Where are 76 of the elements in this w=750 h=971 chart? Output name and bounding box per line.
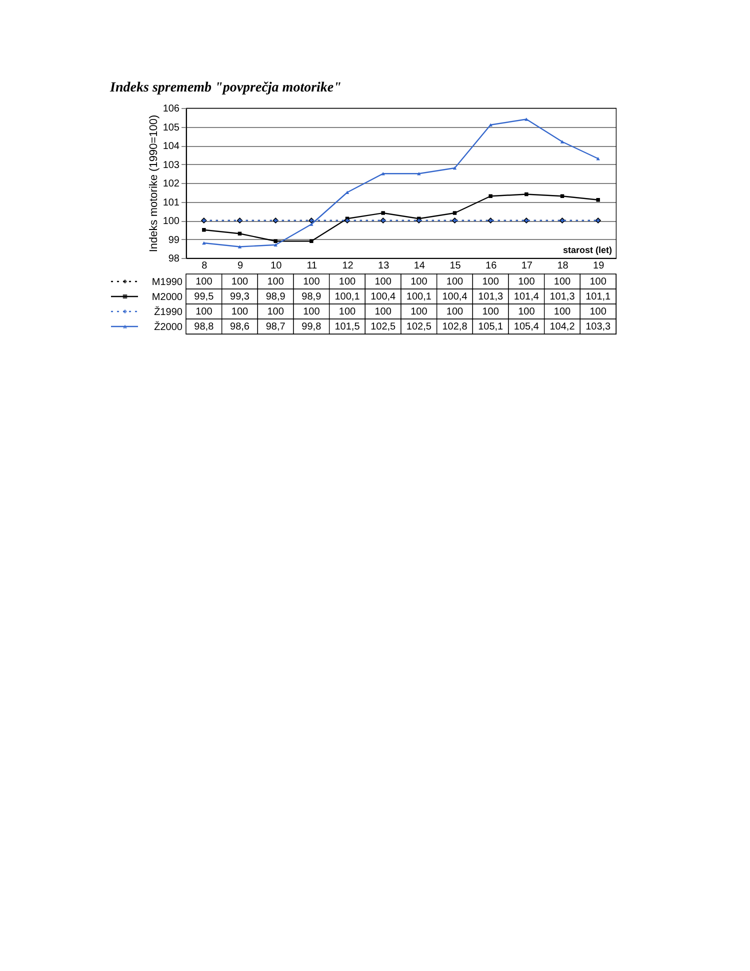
chart-title: Indeks sprememb "povprečja motorike" xyxy=(109,80,342,96)
data-label: 100 xyxy=(482,276,500,288)
data-label: 103,3 xyxy=(586,322,612,332)
data-label: 100 xyxy=(303,276,320,288)
x-tick-label: 18 xyxy=(557,260,569,272)
data-label: 99,3 xyxy=(230,292,250,302)
x-tick-label: 14 xyxy=(414,260,426,272)
data-label: 100 xyxy=(196,276,213,288)
data-label: 101,4 xyxy=(514,292,540,302)
data-label: 105,4 xyxy=(514,322,540,332)
data-label: 101,1 xyxy=(586,292,612,302)
x-tick-label: 19 xyxy=(593,260,605,272)
x-tick-label: 12 xyxy=(342,260,354,272)
data-label: 105,1 xyxy=(478,322,504,332)
x-tick-label: 8 xyxy=(202,260,208,272)
data-label: 100 xyxy=(374,276,392,288)
data-label: 100 xyxy=(267,306,284,318)
data-label: 100 xyxy=(410,306,428,318)
data-label: 100 xyxy=(554,306,572,318)
y-tick-label: 105 xyxy=(162,122,180,134)
x-tick-label: 16 xyxy=(486,260,498,272)
data-label: 101,5 xyxy=(334,322,360,332)
data-label: 98,6 xyxy=(230,322,250,332)
data-label: 100 xyxy=(446,306,464,318)
data-label: 100,4 xyxy=(370,292,396,302)
x-tick-label: 17 xyxy=(521,260,533,272)
data-label: 100 xyxy=(303,306,320,318)
data-label: 100 xyxy=(446,276,464,288)
y-axis-title: Indeks motorike (1990=100) xyxy=(148,114,160,252)
data-label: 100 xyxy=(196,306,213,318)
legend-label: Ž1990 xyxy=(154,306,183,318)
data-label: 100 xyxy=(482,306,500,318)
y-tick-label: 100 xyxy=(162,216,180,227)
data-label: 100 xyxy=(267,276,284,288)
data-label: 100,4 xyxy=(442,292,468,302)
y-tick-label: 104 xyxy=(162,141,180,152)
legend-label: M2000 xyxy=(152,292,183,303)
y-tick-label: 98 xyxy=(168,254,180,264)
data-label: 98,9 xyxy=(302,292,322,302)
x-axis-title: starost (let) xyxy=(562,245,612,255)
data-label: 102,5 xyxy=(370,322,396,332)
y-tick-label: 101 xyxy=(162,197,180,208)
data-label: 102,8 xyxy=(442,322,468,332)
legend-label: Ž2000 xyxy=(154,321,183,333)
data-label: 100,1 xyxy=(406,292,432,302)
data-label: 100,1 xyxy=(334,292,360,302)
y-tick-label: 106 xyxy=(162,104,180,114)
data-label: 100 xyxy=(374,306,392,318)
data-label: 100 xyxy=(338,276,356,288)
x-tick-label: 9 xyxy=(237,260,244,272)
data-label: 100 xyxy=(590,306,607,318)
data-label: 100 xyxy=(518,306,536,318)
data-label: 100 xyxy=(231,276,249,288)
data-label: 104,2 xyxy=(550,322,576,332)
y-tick-label: 102 xyxy=(162,178,180,190)
data-label: 100 xyxy=(231,306,249,318)
x-tick-label: 11 xyxy=(306,260,318,272)
data-label: 100 xyxy=(590,276,607,288)
data-label: 102,5 xyxy=(406,322,432,332)
y-tick-label: 99 xyxy=(168,234,180,246)
data-label: 100 xyxy=(518,276,536,288)
data-label: 100 xyxy=(554,276,572,288)
data-label: 99,8 xyxy=(302,322,322,332)
data-label: 101,3 xyxy=(550,292,576,302)
data-label: 98,9 xyxy=(266,292,286,302)
legend-label: M1990 xyxy=(152,277,183,288)
data-label: 100 xyxy=(410,276,428,288)
data-label: 99,5 xyxy=(194,292,214,302)
y-tick-label: 103 xyxy=(162,160,180,171)
data-label: 98,7 xyxy=(266,322,286,332)
data-label: 101,3 xyxy=(478,292,504,302)
x-tick-label: 13 xyxy=(378,260,390,272)
x-tick-label: 15 xyxy=(450,260,462,272)
x-tick-label: 10 xyxy=(270,260,282,272)
data-label: 100 xyxy=(338,306,356,318)
data-label: 98,8 xyxy=(194,322,214,332)
